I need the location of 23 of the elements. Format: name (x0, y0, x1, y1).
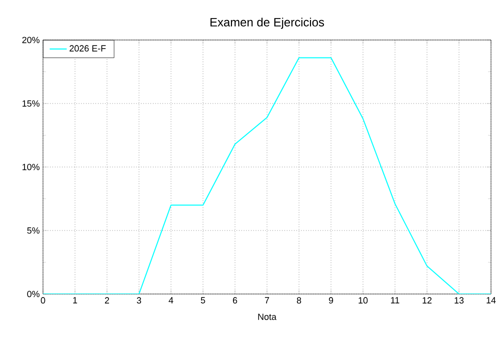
y-tick-label: 10% (22, 164, 40, 170)
x-tick-label: 9 (328, 297, 334, 304)
chart-title: Examen de Ejercicios (210, 18, 324, 29)
x-axis-title: Nota (258, 314, 276, 320)
x-tick-label: 11 (391, 297, 400, 304)
x-tick-label: 2 (104, 297, 110, 304)
x-tick-label: 14 (486, 297, 496, 304)
x-tick-label: 4 (168, 297, 174, 304)
y-tick-label: 0% (27, 290, 40, 298)
y-tick-label: 5% (27, 227, 40, 234)
y-tick-label: 20% (22, 36, 40, 44)
y-tick-label: 15% (22, 100, 40, 107)
x-tick-label: 0 (40, 297, 46, 304)
x-tick-label: 8 (296, 297, 302, 304)
x-tick-label: 7 (264, 297, 270, 304)
x-tick-label: 10 (358, 297, 368, 304)
x-tick-label: 1 (73, 297, 78, 304)
legend-label: 2026 E-F (70, 45, 106, 52)
x-tick-label: 3 (136, 297, 142, 304)
x-tick-label: 5 (200, 297, 206, 304)
x-tick-label: 13 (454, 297, 464, 304)
x-tick-label: 12 (422, 297, 432, 304)
x-tick-label: 6 (232, 297, 238, 304)
